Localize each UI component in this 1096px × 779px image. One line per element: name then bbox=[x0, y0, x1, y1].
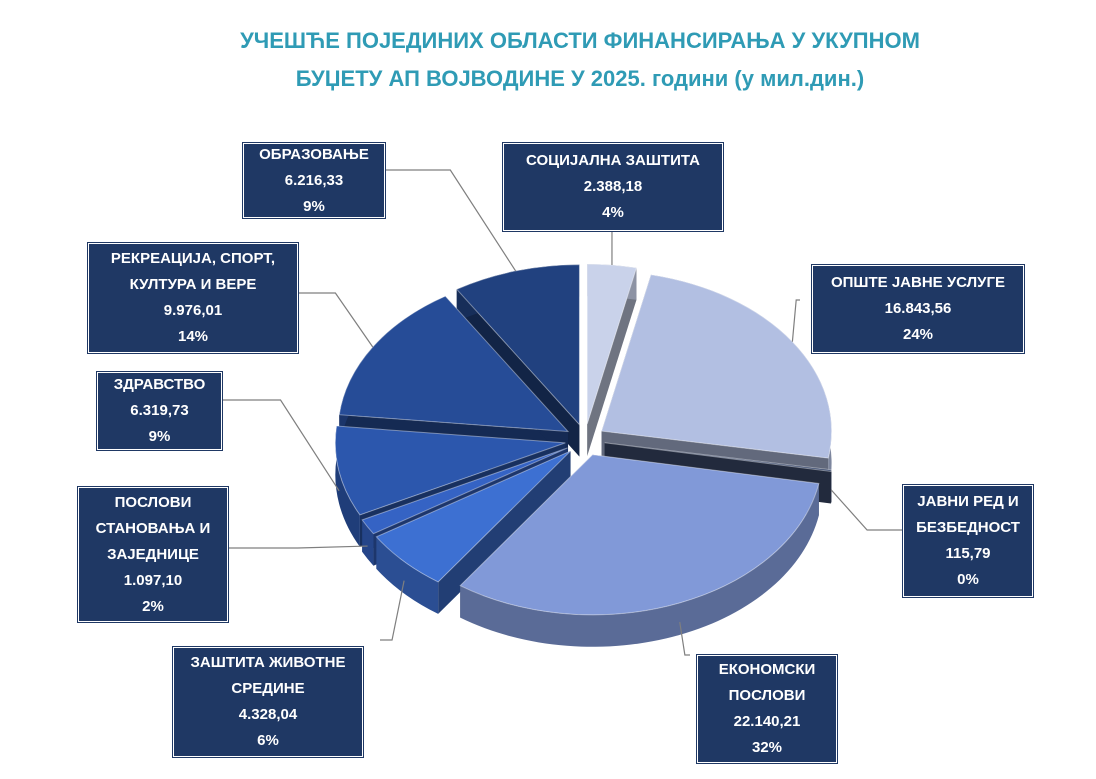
percentage-label: 2% bbox=[142, 597, 164, 615]
chart-title: УЧЕШЋЕ ПОЈЕДИНИХ ОБЛАСТИ ФИНАНСИРАЊА У У… bbox=[240, 28, 920, 91]
category-label: ОБРАЗОВАЊЕ bbox=[259, 145, 369, 163]
data-label: ПОСЛОВИ СТАНОВАЊА И ЗАЈЕДНИЦЕ 1.097,10 2% bbox=[78, 487, 228, 622]
value-label: 2.388,18 bbox=[583, 178, 643, 195]
slice bbox=[375, 450, 571, 614]
value-label: 16.843,56 bbox=[884, 300, 952, 317]
slice-top bbox=[604, 442, 833, 473]
category-label: ЕКОНОМСКИ ПОСЛОВИ bbox=[718, 661, 816, 704]
leader-line bbox=[222, 399, 340, 492]
slice-top bbox=[600, 274, 833, 459]
category-label: ЗАШТИТА ЖИВОТНЕ СРЕДИНЕ bbox=[190, 654, 346, 697]
category-label: ЈАВНИ РЕД И БЕЗБЕДНОСТ bbox=[916, 493, 1020, 536]
leader-line bbox=[380, 580, 405, 641]
value-label: 9.976,01 bbox=[163, 302, 223, 319]
data-label: СОЦИЈАЛНА ЗАШТИТА 2.388,18 4% bbox=[503, 143, 723, 231]
percentage-label: 9% bbox=[148, 428, 171, 445]
slice-wall bbox=[460, 483, 819, 647]
category-label: СОЦИЈАЛНА ЗАШТИТА bbox=[526, 152, 700, 169]
data-label: РЕКРЕАЦИЈА, СПОРТ, КУЛТУРА И ВЕРЕ 9.976,0… bbox=[88, 243, 298, 353]
leader-line bbox=[298, 292, 374, 348]
slice-side bbox=[587, 267, 637, 457]
percentage-label: 32% bbox=[751, 739, 783, 756]
data-label: ОПШТЕ ЈАВНЕ УСЛУГЕ 16.843,56 24% bbox=[812, 265, 1024, 353]
percentage-label: 0% bbox=[957, 571, 979, 588]
data-label: ЗАШТИТА ЖИВОТНЕ СРЕДИНЕ 4.328,04 6% bbox=[173, 647, 363, 757]
slice-top bbox=[338, 295, 570, 433]
slice-wall bbox=[376, 536, 439, 614]
leader-line bbox=[830, 489, 903, 531]
data-label: ЕКОНОМСКИ ПОСЛОВИ 22.140,21 32% bbox=[697, 655, 837, 763]
value-label: 115,79 bbox=[945, 545, 991, 562]
percentage-label: 9% bbox=[303, 197, 325, 215]
value-label: 22.140,21 bbox=[733, 713, 801, 730]
percentage-label: 6% bbox=[257, 732, 279, 749]
slice-wall bbox=[335, 426, 360, 547]
value-label: 6.319,73 bbox=[130, 402, 189, 419]
value-label: 4.328,04 bbox=[238, 706, 298, 723]
slice bbox=[586, 263, 638, 457]
leader-line bbox=[679, 621, 690, 656]
slice-wall bbox=[362, 519, 374, 566]
leader-line bbox=[791, 299, 800, 342]
category-label: ЗДРАВСТВО bbox=[113, 376, 206, 393]
percentage-label: 14% bbox=[177, 328, 209, 345]
value-label: 1.097,10 bbox=[123, 571, 183, 589]
slice bbox=[459, 454, 820, 647]
slice-top bbox=[334, 425, 566, 516]
category-label: ОПШТЕ ЈАВНЕ УСЛУГЕ bbox=[830, 274, 1006, 291]
percentage-label: 24% bbox=[902, 326, 934, 343]
data-label: ЗДРАВСТВО 6.319,73 9% bbox=[97, 372, 222, 450]
data-label: ЈАВНИ РЕД И БЕЗБЕДНОСТ 115,79 0% bbox=[903, 485, 1033, 597]
percentage-label: 4% bbox=[602, 204, 624, 221]
data-label: ОБРАЗОВАЊЕ 6.216,33 9% bbox=[243, 143, 385, 218]
slice-top bbox=[361, 447, 568, 535]
slice-top bbox=[459, 454, 820, 616]
leader-lines bbox=[222, 169, 903, 656]
slice-top bbox=[375, 450, 571, 583]
category-label: ПОСЛОВИ СТАНОВАЊА И ЗАЈЕДНИЦЕ bbox=[95, 493, 211, 563]
slice-top bbox=[455, 264, 580, 426]
value-label: 6.216,33 bbox=[284, 171, 344, 189]
category-label: РЕКРЕАЦИЈА, СПОРТ, КУЛТУРА И ВЕРЕ bbox=[110, 250, 276, 293]
leader-line bbox=[385, 169, 517, 272]
slice bbox=[600, 274, 833, 491]
leader-line bbox=[228, 545, 368, 549]
